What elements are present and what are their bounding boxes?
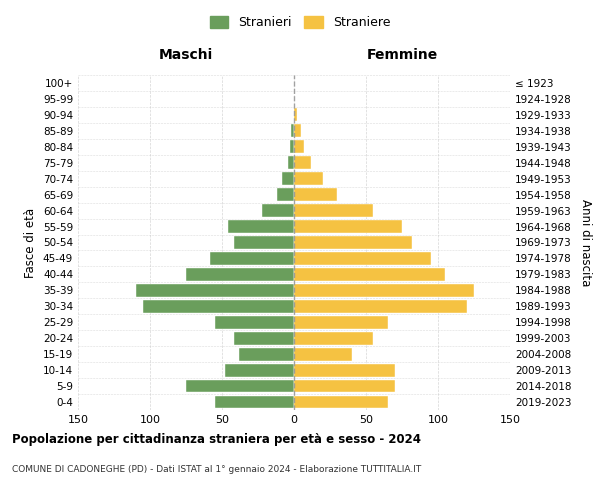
Bar <box>294 364 395 376</box>
Bar <box>233 332 294 344</box>
Bar <box>239 348 294 360</box>
Bar <box>186 268 294 281</box>
Text: Maschi: Maschi <box>159 48 213 62</box>
Bar <box>294 172 323 185</box>
Y-axis label: Fasce di età: Fasce di età <box>25 208 37 278</box>
Bar <box>215 316 294 328</box>
Bar <box>294 380 395 392</box>
Bar <box>215 396 294 408</box>
Bar <box>294 316 388 328</box>
Bar <box>262 204 294 217</box>
Text: COMUNE DI CADONEGHE (PD) - Dati ISTAT al 1° gennaio 2024 - Elaborazione TUTTITAL: COMUNE DI CADONEGHE (PD) - Dati ISTAT al… <box>12 465 421 474</box>
Bar <box>277 188 294 201</box>
Bar <box>294 348 352 360</box>
Bar <box>294 140 304 153</box>
Bar <box>288 156 294 169</box>
Bar <box>294 284 474 296</box>
Bar <box>186 380 294 392</box>
Bar <box>228 220 294 233</box>
Bar <box>294 220 402 233</box>
Bar <box>136 284 294 296</box>
Bar <box>211 252 294 265</box>
Bar <box>233 236 294 249</box>
Bar <box>294 124 301 137</box>
Legend: Stranieri, Straniere: Stranieri, Straniere <box>205 11 395 34</box>
Bar <box>294 332 373 344</box>
Y-axis label: Anni di nascita: Anni di nascita <box>580 199 592 286</box>
Bar <box>225 364 294 376</box>
Bar <box>294 396 388 408</box>
Bar <box>294 300 467 312</box>
Text: Femmine: Femmine <box>367 48 437 62</box>
Bar <box>294 252 431 265</box>
Bar <box>143 300 294 312</box>
Bar <box>290 140 294 153</box>
Text: Popolazione per cittadinanza straniera per età e sesso - 2024: Popolazione per cittadinanza straniera p… <box>12 432 421 446</box>
Bar <box>291 124 294 137</box>
Bar <box>283 172 294 185</box>
Bar <box>294 268 445 281</box>
Bar <box>294 188 337 201</box>
Bar <box>294 108 297 122</box>
Bar <box>294 204 373 217</box>
Bar <box>294 236 412 249</box>
Bar <box>294 156 311 169</box>
